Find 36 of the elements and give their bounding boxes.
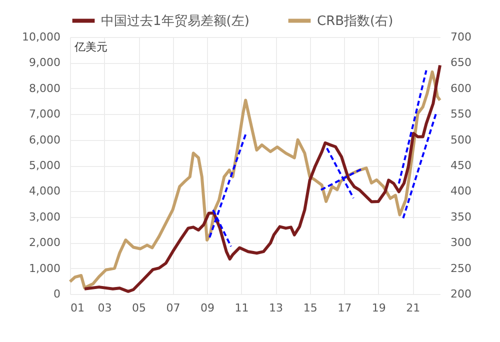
y2-tick-label: 400 bbox=[450, 184, 472, 198]
y2-tick-label: 600 bbox=[450, 82, 472, 95]
x-tick-label: 05 bbox=[132, 302, 146, 314]
y2-tick-label: 500 bbox=[450, 133, 472, 146]
y-axis-title: 亿美元 bbox=[74, 40, 108, 54]
y2-tick-label: 550 bbox=[450, 108, 472, 121]
y-tick-label: 8,000 bbox=[29, 82, 60, 95]
y-tick-label: 5,000 bbox=[29, 159, 60, 172]
x-tick-label: 19 bbox=[372, 302, 386, 314]
x-tick-label: 03 bbox=[98, 302, 112, 314]
x-tick-label: 17 bbox=[338, 302, 352, 314]
y-tick-label: 3,000 bbox=[29, 210, 60, 224]
y-tick-label: 7,000 bbox=[29, 108, 60, 121]
y2-tick-label: 650 bbox=[450, 56, 472, 70]
legend-label: CRB指数(右) bbox=[317, 14, 394, 29]
y-tick-label: 4,000 bbox=[29, 184, 60, 198]
y2-tick-label: 200 bbox=[450, 288, 472, 300]
y2-tick-label: 450 bbox=[450, 159, 472, 172]
y2-tick-label: 300 bbox=[450, 236, 472, 250]
y-tick-label: 0 bbox=[54, 288, 60, 300]
x-tick-label: 21 bbox=[406, 302, 420, 314]
y-tick-label: 6,000 bbox=[29, 133, 60, 146]
x-tick-label: 09 bbox=[200, 302, 215, 314]
x-tick-label: 07 bbox=[166, 302, 180, 314]
y2-tick-label: 250 bbox=[450, 262, 472, 275]
y2-tick-label: 700 bbox=[450, 30, 472, 44]
x-tick-label: 11 bbox=[234, 302, 249, 314]
y-tick-label: 1,000 bbox=[29, 262, 60, 275]
y2-tick-label: 350 bbox=[450, 210, 472, 224]
y-tick-label: 9,000 bbox=[29, 56, 60, 70]
y-tick-label: 10,000 bbox=[22, 30, 60, 44]
x-tick-label: 01 bbox=[70, 302, 84, 314]
legend-label: 中国过去1年贸易差额(左) bbox=[101, 14, 250, 29]
x-tick-label: 15 bbox=[303, 302, 318, 314]
x-tick-label: 13 bbox=[269, 302, 284, 314]
y-tick-label: 2,000 bbox=[29, 236, 60, 250]
